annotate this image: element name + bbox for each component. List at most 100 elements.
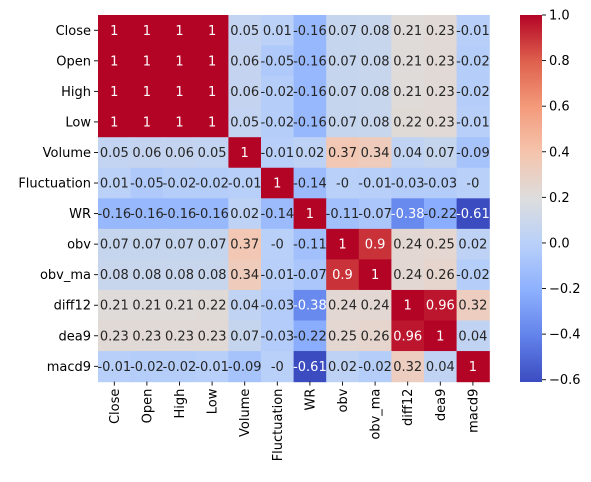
cell-value-label: -0.22 <box>293 329 327 344</box>
heatmap-cell <box>130 289 164 322</box>
heatmap-cell <box>293 137 327 169</box>
heatmap-cell <box>195 76 229 108</box>
cell-value-label: 0.21 <box>165 299 194 314</box>
heatmap-cell <box>195 289 229 322</box>
heatmap-cell <box>358 167 392 199</box>
cell-value-label: -0.61 <box>293 360 327 375</box>
cell-value-label: 1 <box>110 85 118 100</box>
cell-value-label: 0.08 <box>361 115 390 130</box>
heatmap-cell <box>261 45 295 77</box>
cell-value-label: 0.02 <box>230 207 259 222</box>
heatmap-cell <box>293 198 327 230</box>
heatmap-cell <box>326 167 360 199</box>
heatmap-cell <box>195 228 229 260</box>
cell-value-label: 0.08 <box>165 268 194 283</box>
cell-value-label: -0.01 <box>195 360 229 375</box>
heatmap-cell <box>293 351 327 383</box>
cell-value-label: 1 <box>175 54 183 69</box>
heatmap-cell <box>228 259 262 291</box>
heatmap-cell <box>424 228 458 260</box>
heatmap-annotations: 1 1 1 1 0.05 0.01 -0.16 0.07 0.08 0.21 0.23 -0.011 1… <box>97 24 489 375</box>
cell-value-label: 0.23 <box>426 24 455 39</box>
heatmap-cell <box>358 137 392 169</box>
cell-value-label: -0.03 <box>260 299 294 314</box>
heatmap-cell <box>130 15 164 47</box>
cell-value-label: -0.16 <box>163 207 197 222</box>
heatmap-cell <box>130 106 164 138</box>
y-tick-label: WR <box>69 207 91 222</box>
cell-value-label: 0.22 <box>393 115 422 130</box>
cell-value-label: 1 <box>110 24 118 39</box>
colorbar-tick-label: 0.8 <box>549 54 570 69</box>
heatmap-cell <box>130 167 164 199</box>
cell-value-label: -0.16 <box>293 24 327 39</box>
cell-value-label: -0.16 <box>97 207 131 222</box>
cell-value-label: 0.21 <box>100 299 129 314</box>
heatmap-cell <box>261 351 295 383</box>
heatmap-cell <box>195 259 229 291</box>
cell-value-label: 0.08 <box>198 268 227 283</box>
heatmap-cell <box>424 167 458 199</box>
cell-value-label: 0.32 <box>393 360 422 375</box>
heatmap-cell <box>424 320 458 352</box>
heatmap-cell <box>163 351 197 383</box>
heatmap-cell <box>456 259 490 291</box>
y-tick-label: Close <box>56 24 91 39</box>
heatmap-cell <box>228 289 262 322</box>
cell-value-label: -0.16 <box>195 207 229 222</box>
heatmap-cell <box>391 106 425 138</box>
cell-value-label: 1 <box>143 24 151 39</box>
cell-value-label: -0.03 <box>260 329 294 344</box>
heatmap-cell <box>195 15 229 47</box>
x-tick-label: Fluctuation <box>271 389 286 462</box>
heatmap-cell <box>228 137 262 169</box>
y-tick-label: Low <box>65 115 91 130</box>
heatmap-cell <box>195 351 229 383</box>
heatmap-cell <box>163 198 197 230</box>
heatmap-cell <box>326 15 360 47</box>
cell-value-label: -0.09 <box>456 146 490 161</box>
heatmap-cell <box>358 351 392 383</box>
cell-value-label: -0.02 <box>456 54 490 69</box>
heatmap-cell <box>195 106 229 138</box>
colorbar-tick-label: 0.2 <box>549 191 570 206</box>
colorbar-tick-label: 0.6 <box>549 100 570 115</box>
heatmap-cell <box>98 289 132 322</box>
cell-value-label: -0.01 <box>456 24 490 39</box>
cell-value-label: 1 <box>241 146 249 161</box>
heatmap-cell <box>163 167 197 199</box>
heatmap-cell <box>456 45 490 77</box>
heatmap-cell <box>456 289 490 322</box>
cell-value-label: 0.07 <box>132 238 161 253</box>
cell-value-label: 1 <box>143 85 151 100</box>
heatmap-cell <box>261 198 295 230</box>
heatmap-cell <box>163 320 197 352</box>
x-tick-label: dea9 <box>434 389 449 422</box>
cell-value-label: 0.06 <box>230 54 259 69</box>
heatmap-cell <box>358 15 392 47</box>
heatmap-cell <box>456 351 490 383</box>
heatmap-cell <box>130 320 164 352</box>
cell-value-label: 0.05 <box>230 115 259 130</box>
heatmap-cell <box>326 228 360 260</box>
heatmap-cell <box>326 289 360 322</box>
cell-value-label: 0.21 <box>393 85 422 100</box>
y-tick-label: Fluctuation <box>18 177 91 192</box>
cell-value-label: 0.07 <box>426 146 455 161</box>
cell-value-label: 0.24 <box>393 238 422 253</box>
cell-value-label: 0.34 <box>230 268 259 283</box>
heatmap-cell <box>261 289 295 322</box>
cell-value-label: -0.38 <box>293 299 327 314</box>
heatmap-cell <box>195 45 229 77</box>
cell-value-label: 0.07 <box>328 115 357 130</box>
cell-value-label: -0.09 <box>228 360 262 375</box>
heatmap-cell <box>293 45 327 77</box>
heatmap-cell <box>456 106 490 138</box>
cell-value-label: 0.26 <box>361 329 390 344</box>
heatmap-cell <box>195 320 229 352</box>
cell-value-label: 0.26 <box>426 268 455 283</box>
cell-value-label: -0.01 <box>260 268 294 283</box>
heatmap-cell <box>261 106 295 138</box>
cell-value-label: -0.02 <box>163 177 197 192</box>
heatmap-cell <box>228 320 262 352</box>
